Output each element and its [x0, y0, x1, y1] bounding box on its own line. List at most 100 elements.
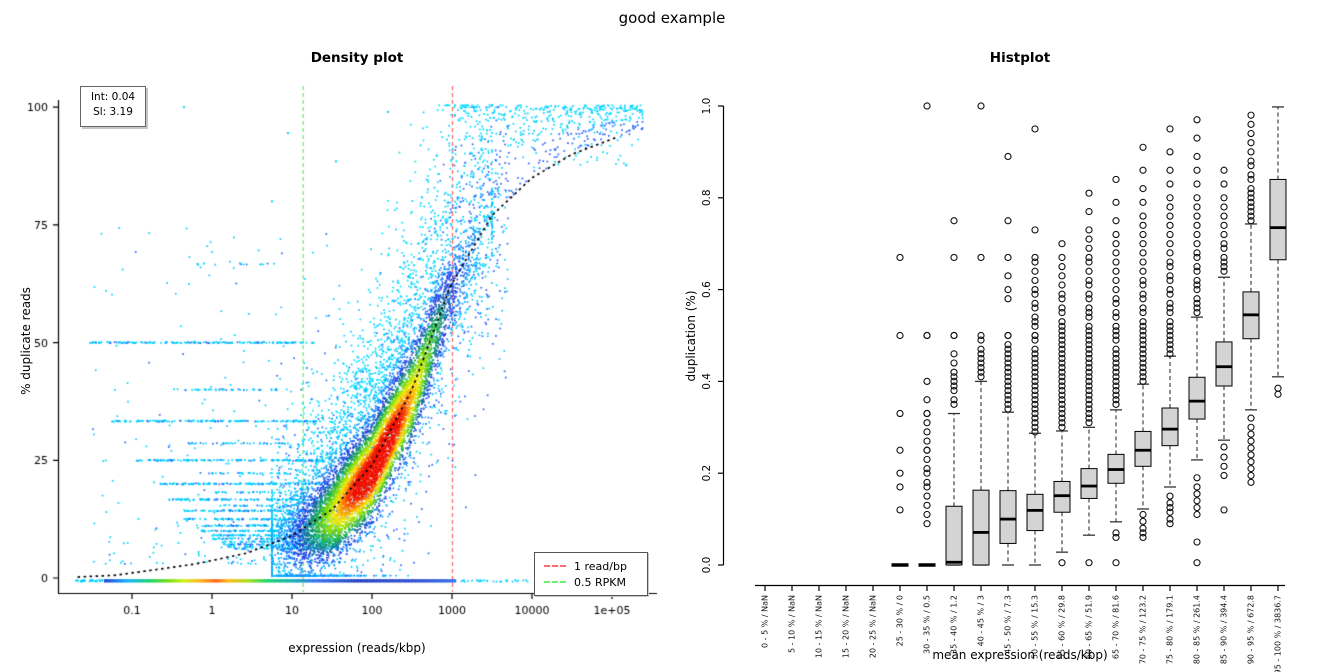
outlier-point	[950, 382, 958, 390]
outlier-point	[1193, 490, 1201, 498]
outlier-point	[923, 501, 931, 509]
outlier-point	[923, 469, 931, 477]
outlier-point	[1193, 240, 1201, 248]
outlier-point	[950, 359, 958, 367]
histplot-boxplot-svg: 0.0 0.2 0.4 0.6 0.8 1.0 0 - 5 % / NaN 5 - 10 % …	[701, 98, 1287, 672]
outlier-point	[1085, 313, 1093, 321]
outlier-point	[1139, 377, 1147, 386]
outlier-point	[1166, 276, 1174, 285]
outlier-point	[1220, 258, 1228, 266]
outlier-point	[1112, 267, 1120, 275]
outlier-point	[1004, 341, 1012, 349]
outlier-point	[1085, 322, 1093, 330]
outlier-point	[1004, 152, 1012, 161]
outlier-point	[1247, 194, 1255, 202]
outlier-point	[1193, 559, 1201, 567]
outlier-point	[950, 331, 958, 340]
outlier-point	[1193, 180, 1201, 188]
outlier-point	[1166, 318, 1174, 326]
outlier-point	[1004, 386, 1012, 395]
outlier-point	[1166, 212, 1174, 220]
outlier-point	[1139, 198, 1147, 206]
histplot-category-label: 10 - 15 % / NaN	[815, 595, 824, 658]
outlier-point	[1004, 368, 1012, 376]
outlier-point	[1193, 497, 1201, 505]
outlier-point	[1112, 559, 1120, 567]
outlier-point	[1166, 258, 1174, 266]
outlier-point	[1112, 240, 1120, 248]
outlier-point	[1031, 405, 1039, 413]
outlier-point	[1220, 180, 1228, 188]
outlier-point	[923, 419, 931, 427]
outlier-point	[1031, 290, 1039, 298]
outlier-point	[1085, 290, 1093, 298]
outlier-point	[896, 331, 904, 340]
outlier-point	[1247, 120, 1255, 128]
outlier-point	[1058, 350, 1066, 358]
outlier-point	[923, 409, 931, 418]
histplot-category-label: 15 - 20 % / NaN	[842, 595, 851, 658]
outlier-point	[1031, 125, 1039, 133]
histplot-category-label: 20 - 25 % / NaN	[869, 595, 878, 658]
fit-parameters-box: Int: 0.04 Sl: 3.19	[80, 86, 146, 127]
outlier-point	[1220, 240, 1228, 248]
outlier-point	[1139, 327, 1147, 335]
outlier-point	[1058, 263, 1066, 271]
histplot-category-label: 30 - 35 % / 0.5	[923, 595, 932, 654]
outlier-point	[1166, 341, 1174, 349]
outlier-point	[1220, 212, 1228, 220]
outlier-point	[923, 492, 931, 500]
outlier-point	[1247, 148, 1255, 156]
histplot-xaxis-title: mean expression (reads/kbp)	[932, 648, 1108, 662]
outlier-point	[1220, 267, 1228, 275]
density-plot-title: Density plot	[310, 50, 404, 66]
outlier-point	[1193, 308, 1201, 317]
outlier-point	[923, 437, 931, 445]
outlier-point	[1193, 474, 1201, 482]
outlier-point	[1166, 331, 1174, 340]
outlier-point	[1139, 336, 1147, 344]
outlier-point	[1166, 240, 1174, 248]
outlier-point	[950, 217, 958, 225]
density-xaxis-title: expression (reads/kbp)	[288, 641, 426, 655]
outlier-point	[1031, 428, 1039, 436]
outlier-point	[1112, 382, 1120, 390]
outlier-point	[1058, 304, 1066, 312]
outlier-point	[1193, 116, 1201, 124]
outlier-point	[1085, 414, 1093, 422]
histplot-category-label: 75 - 80 % / 179.1	[1166, 595, 1175, 664]
outlier-point	[1085, 377, 1093, 386]
outlier-point	[1112, 295, 1120, 303]
boxplot-box	[1134, 143, 1152, 542]
boxplot-box	[999, 152, 1017, 566]
outlier-point	[1139, 295, 1147, 303]
outlier-point	[950, 253, 958, 262]
outlier-point	[1166, 345, 1174, 353]
outlier-point	[1166, 290, 1174, 298]
boxplot-box	[1269, 106, 1287, 398]
outlier-point	[1031, 373, 1039, 381]
histplot-ytick-label: 1.0	[701, 98, 713, 115]
outlier-point	[1058, 405, 1066, 413]
outlier-point	[1031, 382, 1039, 390]
histplot-ytick-label: 0.6	[701, 281, 713, 298]
outlier-point	[1139, 240, 1147, 248]
outlier-point	[1031, 377, 1039, 386]
outlier-point	[1004, 373, 1012, 381]
outlier-point	[1247, 478, 1255, 486]
outlier-point	[1193, 483, 1201, 491]
outlier-point	[1004, 253, 1012, 262]
outlier-point	[1166, 322, 1174, 330]
outlier-point	[1166, 336, 1174, 344]
outlier-point	[1166, 263, 1174, 271]
outlier-point	[1220, 263, 1228, 271]
boxplot-box	[918, 102, 936, 567]
outlier-point	[1085, 382, 1093, 390]
boxplot-box	[1053, 240, 1071, 567]
histplot-category-label: 85 - 90 % / 394.4	[1220, 595, 1229, 664]
outlier-point	[1085, 308, 1093, 317]
outlier-point	[1139, 212, 1147, 220]
histplot-category-label: 40 - 45 % / 3	[977, 595, 986, 646]
outlier-point	[1031, 258, 1039, 266]
outlier-point	[1004, 350, 1012, 358]
